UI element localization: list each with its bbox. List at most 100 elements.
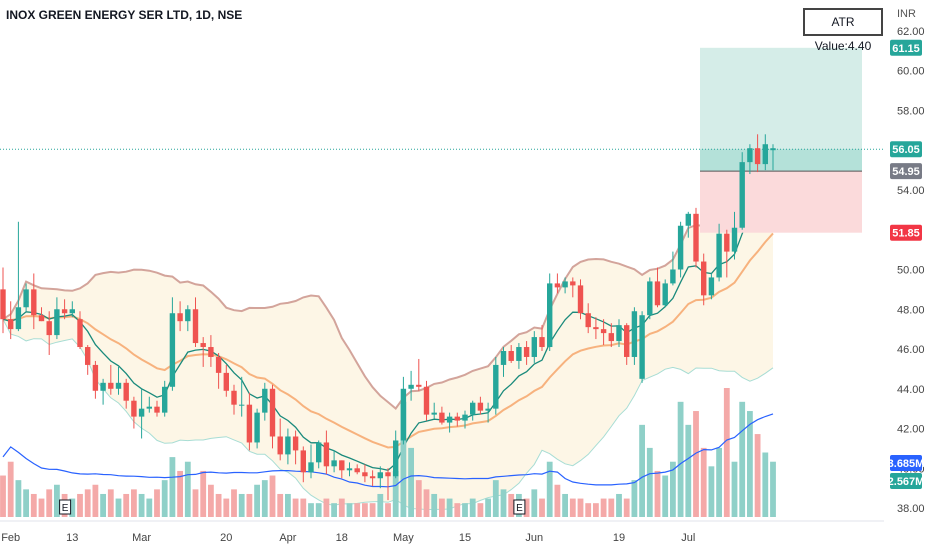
volume-bar [439,498,445,517]
volume-bar [662,475,669,517]
volume-bar [754,434,761,517]
candle [770,148,776,151]
candle [708,277,715,296]
candle [92,364,99,391]
volume-bar [415,480,422,517]
candle [493,364,499,409]
candle [654,281,661,306]
stop-price-tag: 51.85 [890,224,922,241]
volume-bar [308,503,314,517]
candle [316,442,322,463]
volume-bar [38,498,45,517]
y-tick-label: 48.00 [897,304,925,316]
candle [269,388,276,437]
earnings-marker: E [59,499,72,515]
volume-bar [231,489,237,517]
candle [454,416,460,421]
volume-bar [477,503,484,517]
candle [393,440,399,477]
volume-bar [15,480,22,517]
candle [531,337,537,357]
candle [0,289,6,320]
candle [339,460,345,471]
candle [208,347,214,357]
atr-value-box: ATR Value:4.40 [803,8,883,53]
candle [239,404,245,406]
candle [446,416,453,423]
volume-bar [569,498,576,517]
volume-bar [392,470,399,517]
volume-bar [215,493,222,517]
volume-bar [770,461,776,517]
volume-bar [577,498,584,517]
candle [254,412,260,443]
candle [154,406,160,413]
volume-bar [169,457,176,517]
volume-bar [92,484,99,517]
candle [677,225,684,270]
volume-bar [123,493,130,517]
candle [246,404,253,443]
candle [377,472,383,479]
volume-bar [739,401,746,517]
volume-bar [369,503,376,517]
candle [123,382,129,401]
candle [277,436,283,455]
candle [747,148,753,163]
candle [231,390,237,405]
volume-bar [184,461,191,517]
volume-bar [261,480,268,517]
candle [346,468,353,471]
volume-bar [554,484,561,517]
candle [300,450,306,473]
volume-bar [362,503,368,517]
candle [423,386,430,415]
candle [131,400,137,417]
y-tick-label: 38.00 [897,503,925,515]
volume-bar [292,498,299,517]
volume-bar [208,484,214,517]
candle [177,313,183,322]
candle [77,319,83,348]
candle [100,382,106,391]
x-tick-label: May [393,532,414,544]
candle [162,386,168,413]
currency-label: INR [897,8,916,20]
volume-bar [54,484,60,517]
candle [639,315,645,379]
candle [31,289,37,316]
volume-bar [146,498,153,517]
volume-bar [708,466,715,517]
candle [108,382,114,389]
volume-ma-tag: 3.685M [888,455,924,471]
candle [731,227,738,252]
candle [61,309,68,314]
volume-bar [546,461,553,517]
candle [431,412,437,415]
volume-bar [400,401,407,517]
volume-bar [408,447,414,517]
stop-price-tag-label: 51.85 [892,228,920,240]
earnings-marker: E [513,499,526,515]
volume-bar [331,503,337,517]
volume-bar [593,503,599,517]
candle [608,333,614,342]
entry-price-tag-label: 54.95 [892,166,920,178]
volume-bar [7,461,14,517]
volume-bar [508,493,515,517]
candle [285,436,291,455]
x-tick-label: 19 [613,532,625,544]
volume-bar [731,461,738,517]
volume-bar [462,503,468,517]
volume-bar [700,447,707,517]
candle [716,233,722,278]
volume-bar [685,424,692,517]
volume-bar [608,498,615,517]
volume-bar [138,493,145,517]
volume-bar [723,388,730,517]
volume-bar [531,489,538,517]
candle [400,388,407,441]
volume-bar [585,503,592,517]
candle [54,309,60,336]
